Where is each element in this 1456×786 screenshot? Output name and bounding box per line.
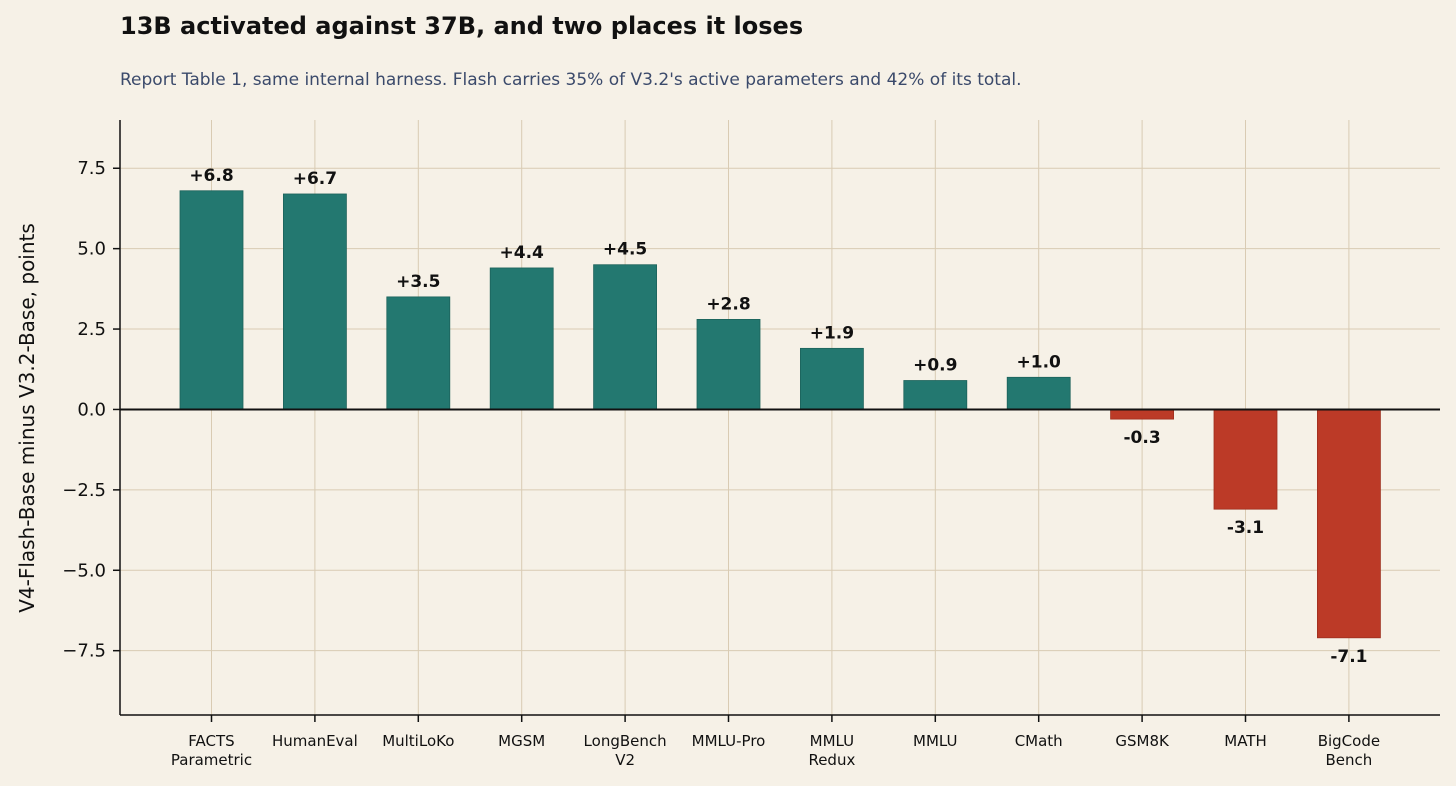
bar xyxy=(1006,376,1071,410)
x-tick-label-line: HumanEval xyxy=(272,732,358,750)
x-tick-label-line: BigCode xyxy=(1318,732,1380,750)
chart-title: 13B activated against 37B, and two place… xyxy=(120,12,804,40)
bar xyxy=(696,319,761,410)
bar xyxy=(179,190,244,410)
x-tick-label-line: MMLU xyxy=(810,732,854,750)
x-tick-label: MATH xyxy=(1224,732,1266,750)
x-tick-label-line: Bench xyxy=(1326,751,1373,769)
value-label: +0.9 xyxy=(913,356,957,376)
bar xyxy=(1213,409,1278,510)
bar xyxy=(282,193,347,410)
x-tick-label: MMLU xyxy=(913,732,957,750)
value-label: -0.3 xyxy=(1124,428,1161,448)
y-tick-label: 7.5 xyxy=(77,158,106,179)
x-tick-label-line: FACTS xyxy=(188,732,234,750)
y-tick-label: 5.0 xyxy=(77,239,106,260)
bar xyxy=(386,296,451,410)
x-tick-label: FACTS Parametric xyxy=(171,732,252,769)
x-tick-label-line: Parametric xyxy=(171,751,252,769)
value-label: +6.7 xyxy=(293,169,337,189)
chart-subtitle: Report Table 1, same internal harness. F… xyxy=(120,70,1022,90)
bars xyxy=(179,190,1381,639)
x-tick-labels: FACTS Parametric HumanEval MultiLoKo MGSM Lon… xyxy=(171,732,1380,769)
x-tick-label-line: GSM8K xyxy=(1115,732,1170,750)
value-label: +3.5 xyxy=(396,272,440,292)
bar xyxy=(800,347,864,410)
value-label: +1.0 xyxy=(1017,352,1062,372)
y-ticks: 7.5 5.0 2.5 0.0 −2.5 −5.0 −7.5 xyxy=(62,158,1350,722)
value-label: +2.8 xyxy=(706,294,750,314)
x-tick-label-line: MMLU-Pro xyxy=(692,732,766,750)
bar xyxy=(593,264,657,410)
bar xyxy=(489,267,554,410)
bar xyxy=(903,380,968,410)
x-tick-label: CMath xyxy=(1015,732,1063,750)
y-tick-label: 2.5 xyxy=(77,319,106,340)
y-tick-label: 0.0 xyxy=(77,399,106,420)
x-tick-label: GSM8K xyxy=(1115,732,1170,750)
x-tick-label: MMLU-Pro xyxy=(692,732,766,750)
value-label: +4.4 xyxy=(500,243,545,263)
axes xyxy=(119,120,1440,716)
x-tick-label-line: MMLU xyxy=(913,732,957,750)
y-tick-label: −7.5 xyxy=(62,641,106,662)
x-tick-label-line: CMath xyxy=(1015,732,1063,750)
x-tick-label: MMLU Redux xyxy=(808,732,855,769)
value-label: +4.5 xyxy=(603,240,647,260)
bar xyxy=(1317,409,1381,639)
x-tick-label-line: Redux xyxy=(808,751,855,769)
x-tick-label-line: V2 xyxy=(615,751,635,769)
x-tick-label-line: LongBench xyxy=(584,732,667,750)
y-tick-label: −2.5 xyxy=(62,480,106,501)
x-tick-label: MGSM xyxy=(498,732,545,750)
value-label: -7.1 xyxy=(1330,647,1367,667)
x-tick-label: HumanEval xyxy=(272,732,358,750)
x-tick-label-line: MGSM xyxy=(498,732,545,750)
value-labels: +6.8 +6.7 +3.5 +4.4 +4.5 +2.8 +1.9 +0.9 +1.0 -0.3… xyxy=(189,166,1367,667)
y-axis-label: V4-Flash-Base minus V3.2-Base, points xyxy=(15,223,39,613)
x-tick-label-line: MultiLoKo xyxy=(382,732,454,750)
y-tick-label: −5.0 xyxy=(62,560,106,581)
x-tick-label: MultiLoKo xyxy=(382,732,454,750)
grid-lines xyxy=(120,120,1440,715)
x-tick-label-line: MATH xyxy=(1224,732,1266,750)
value-label: +6.8 xyxy=(189,166,233,186)
value-label: +1.9 xyxy=(810,323,854,343)
x-tick-label: BigCode Bench xyxy=(1318,732,1380,769)
value-label: -3.1 xyxy=(1227,518,1264,538)
x-tick-label: LongBench V2 xyxy=(584,732,667,769)
bar xyxy=(1110,409,1174,420)
